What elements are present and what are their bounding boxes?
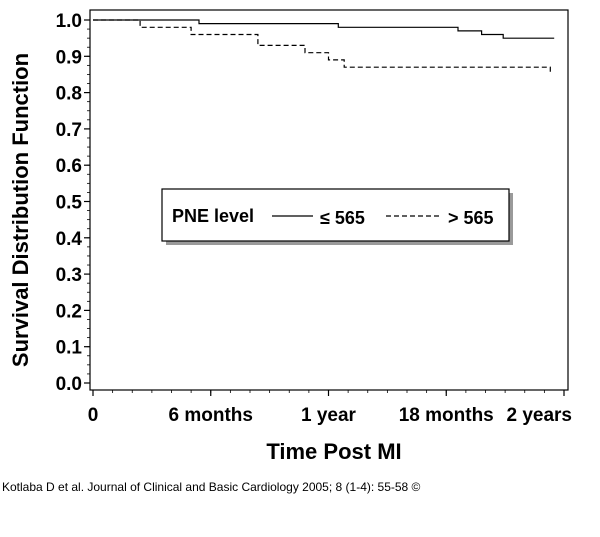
y-tick-label: 0.0 xyxy=(56,374,82,395)
x-axis-title: Time Post MI xyxy=(266,439,401,464)
y-tick-label: 0.5 xyxy=(56,193,83,214)
series-line-dashed xyxy=(93,19,551,75)
y-tick-label: 0.8 xyxy=(56,84,82,105)
y-tick-label: 0.3 xyxy=(56,265,82,286)
legend-title: PNE level xyxy=(172,206,254,226)
y-tick-label: 0.2 xyxy=(56,301,82,322)
legend-box xyxy=(161,188,510,242)
x-tick-label: 18 months xyxy=(399,405,494,426)
series-layer xyxy=(93,19,555,75)
x-tick-label: 1 year xyxy=(301,405,357,426)
x-axis: 0 6 months 1 year 18 months 2 years xyxy=(88,390,572,426)
y-tick-label: 0.7 xyxy=(56,120,82,141)
legend-entry-dashed: > 565 xyxy=(448,208,494,228)
survival-chart: 0.0 0.1 0.2 0.3 0.4 0.5 0.6 0.7 0.8 0.9 1.0 0 6 mon… xyxy=(8,9,572,464)
legend: PNE level ≤ 565 > 565 xyxy=(161,188,513,245)
y-tick-label: 0.1 xyxy=(56,338,83,359)
series-line-solid xyxy=(93,19,555,39)
y-tick-label: 0.6 xyxy=(56,156,82,177)
x-tick-label: 0 xyxy=(88,405,99,426)
y-tick-label: 0.4 xyxy=(56,229,83,250)
x-tick-label: 2 years xyxy=(506,405,572,426)
y-tick-label: 0.9 xyxy=(56,47,82,68)
y-axis-title: Survival Distribution Function xyxy=(8,53,33,367)
y-axis: 0.0 0.1 0.2 0.3 0.4 0.5 0.6 0.7 0.8 0.9 1.0 xyxy=(56,11,90,395)
x-tick-label: 6 months xyxy=(169,405,253,426)
citation-credit: Kotlaba D et al. Journal of Clinical and… xyxy=(2,480,421,494)
legend-entry-solid: ≤ 565 xyxy=(320,208,365,228)
y-tick-label: 1.0 xyxy=(56,11,82,32)
